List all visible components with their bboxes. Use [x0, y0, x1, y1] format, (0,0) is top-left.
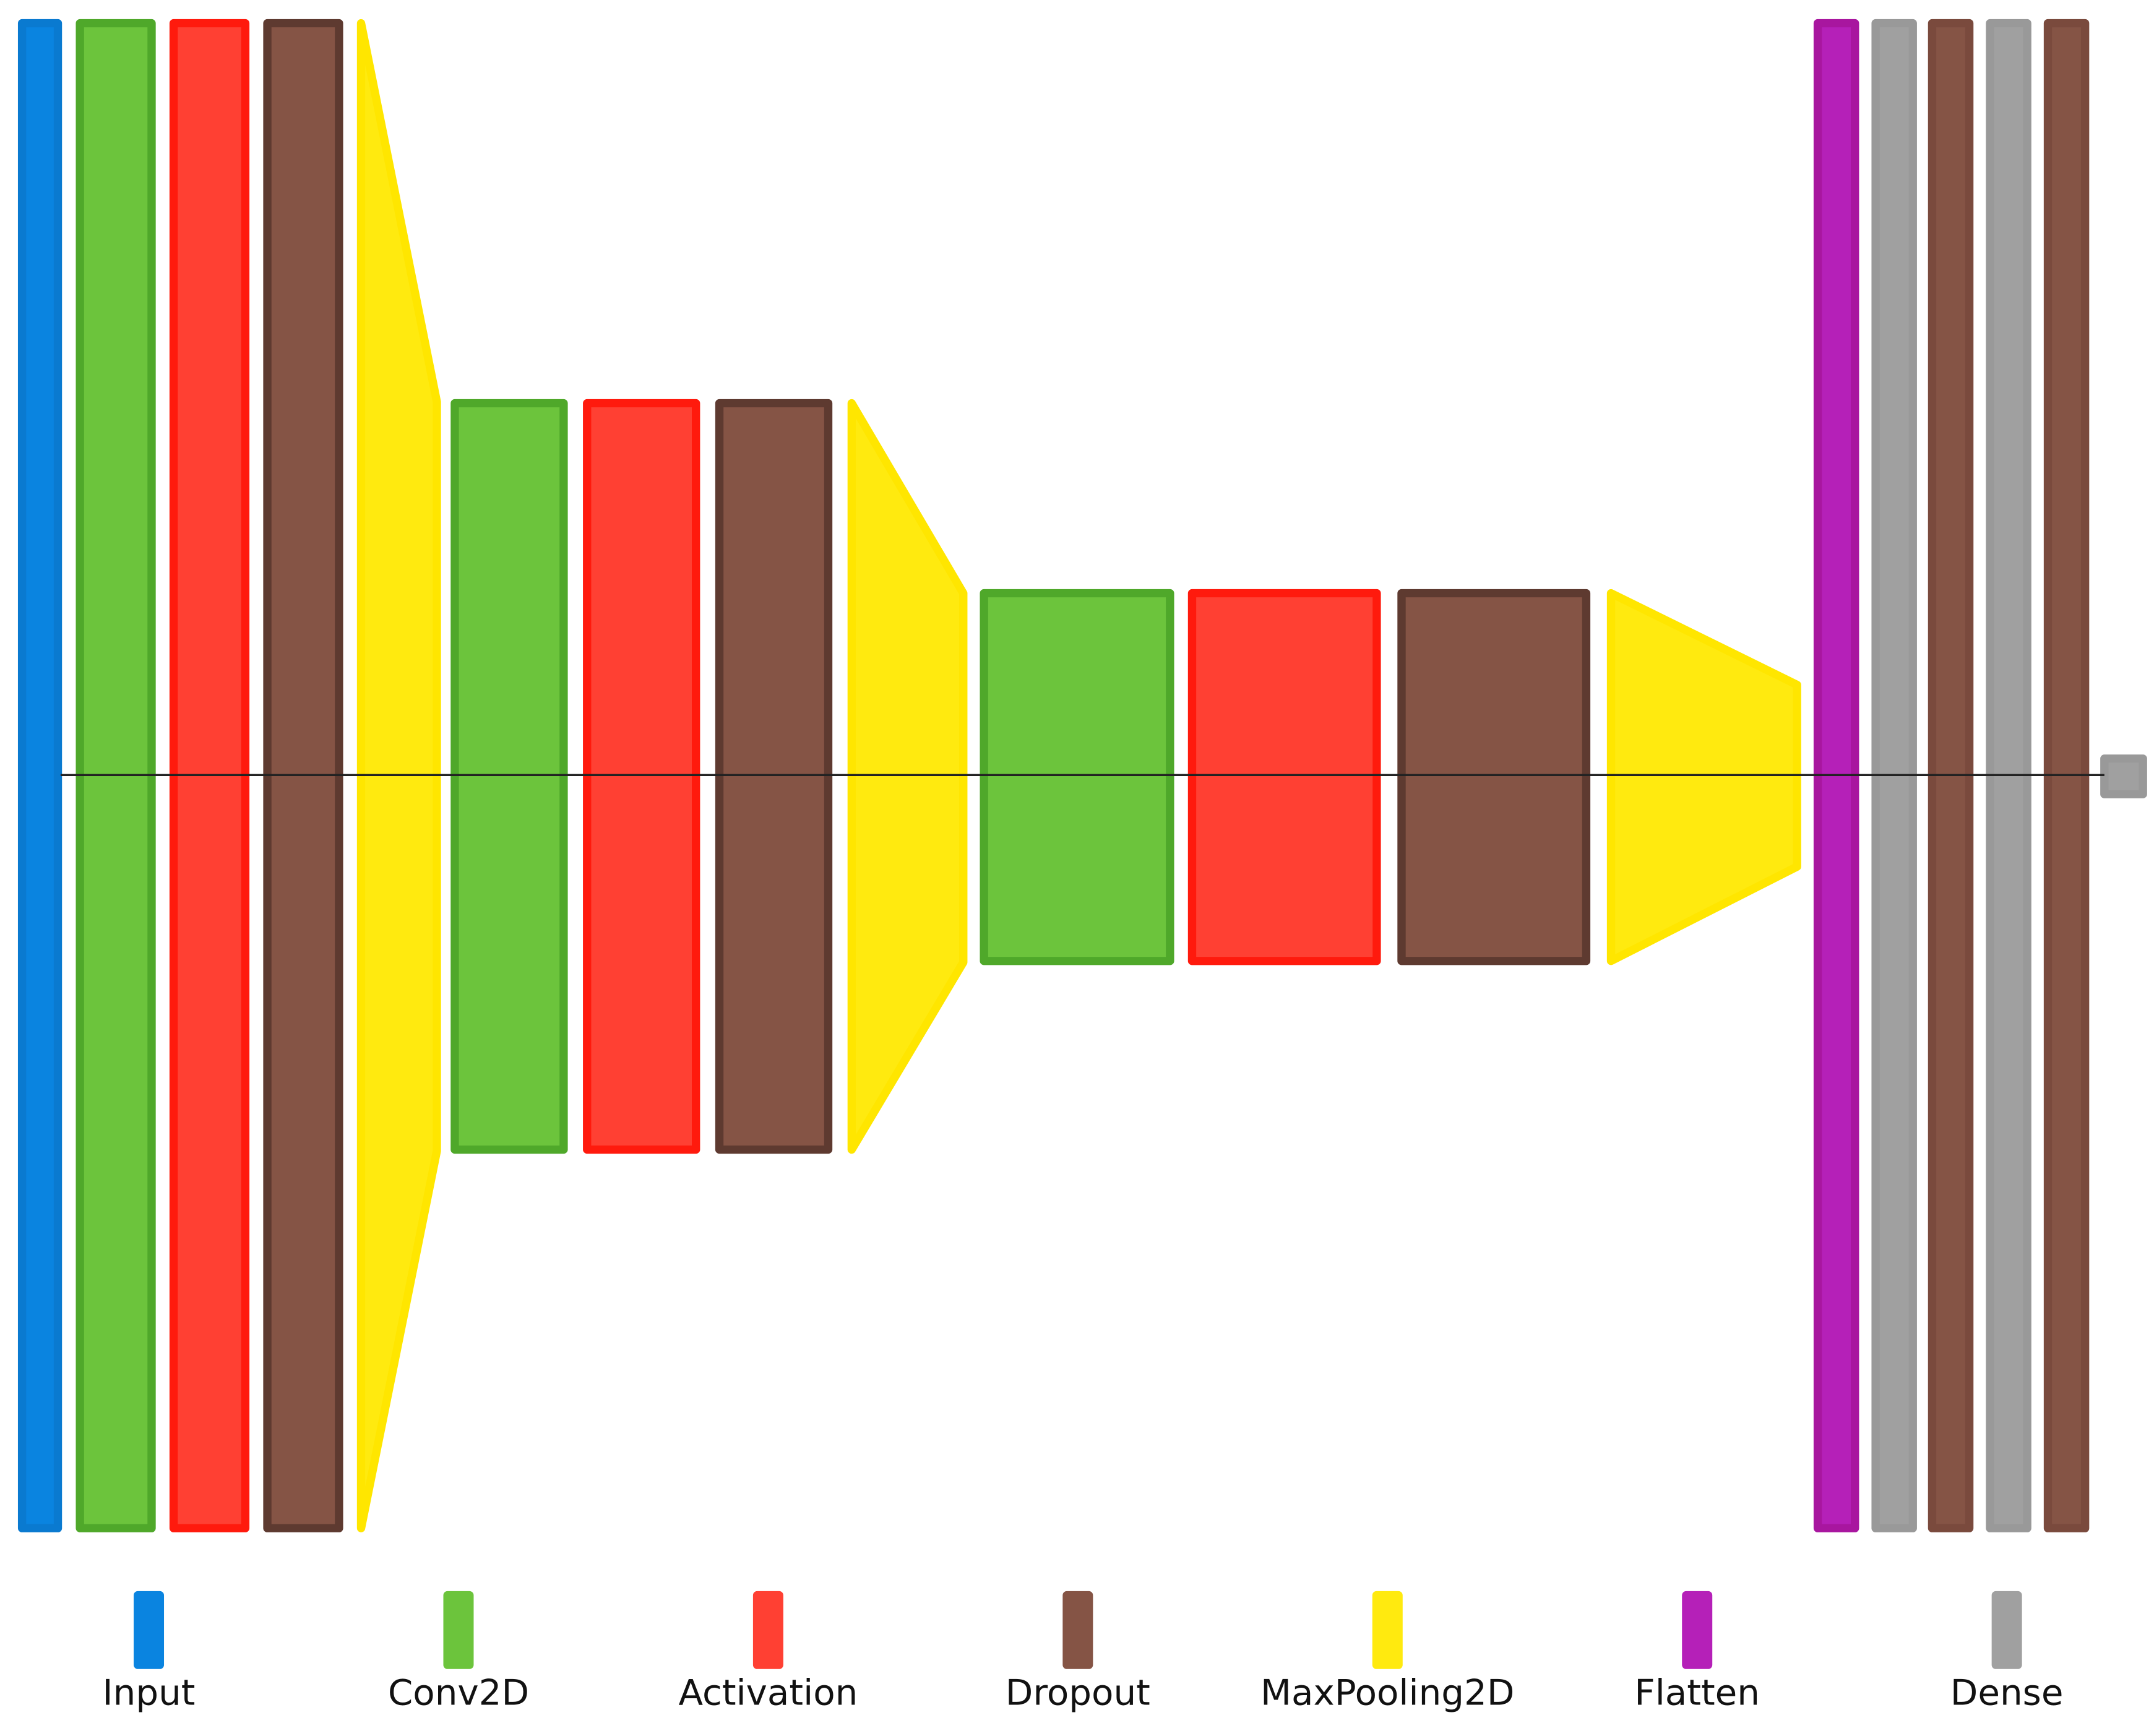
legend-swatch — [134, 1591, 165, 1669]
activation-layer — [583, 399, 700, 1154]
legend-swatch — [1682, 1591, 1713, 1669]
legend-swatch — [1991, 1591, 2022, 1669]
maxpooling-layer — [847, 399, 968, 1154]
legend-label: Dropout — [1006, 1672, 1150, 1714]
legend-label: Input — [103, 1672, 196, 1714]
dropout-layer — [1397, 589, 1591, 965]
legend: Input Conv2D Activation Dropout MaxPooling2D… — [103, 1591, 2064, 1714]
legend-label: MaxPooling2D — [1260, 1672, 1514, 1714]
dropout-layer — [715, 399, 833, 1154]
legend-swatch — [443, 1591, 474, 1669]
legend-swatch — [1062, 1591, 1093, 1669]
legend-label: Activation — [678, 1672, 858, 1714]
input-layer — [17, 19, 62, 1532]
legend-label: Dense — [1950, 1672, 2064, 1714]
conv2d-layer — [980, 589, 1174, 965]
activation-layer — [1187, 589, 1381, 965]
conv2d-layer — [450, 399, 568, 1154]
legend-label: Conv2D — [388, 1672, 529, 1714]
legend-swatch — [1372, 1591, 1403, 1669]
maxpooling-layer — [1606, 589, 1801, 965]
dense-output-layer — [2100, 754, 2147, 798]
legend-swatch — [752, 1591, 783, 1669]
legend-label: Flatten — [1634, 1672, 1760, 1714]
